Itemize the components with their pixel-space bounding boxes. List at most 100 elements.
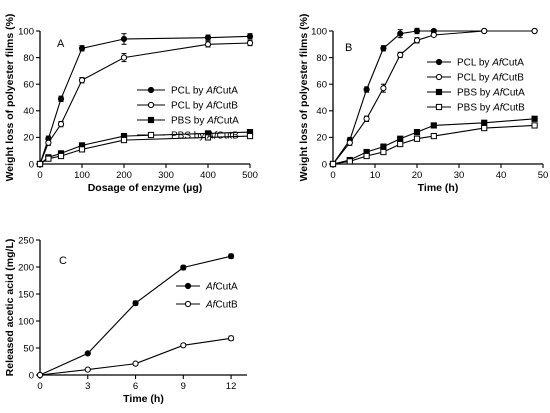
y-tick-label: 100 — [18, 316, 34, 327]
data-point — [246, 132, 254, 140]
data-point — [413, 128, 421, 136]
legend-marker — [435, 103, 443, 111]
data-point — [363, 86, 370, 93]
data-point — [78, 45, 86, 52]
series-4 — [329, 122, 538, 168]
data-point — [45, 139, 52, 146]
x-tick-label: 6 — [133, 381, 138, 392]
legend-label: PCL by AfCutA — [171, 86, 238, 97]
series-2 — [36, 335, 235, 379]
legend-marker — [147, 86, 155, 94]
data-point — [227, 335, 235, 342]
y-axis-title: Weight loss of polyester films (%) — [4, 14, 16, 182]
data-point — [36, 371, 44, 379]
legend-label: AfCutB — [205, 300, 238, 311]
data-point — [397, 140, 404, 148]
x-tick-label: 300 — [158, 170, 174, 181]
series-line — [39, 255, 232, 376]
y-tick-label: 80 — [23, 53, 34, 64]
x-tick-label: 50 — [538, 170, 549, 181]
y-tick-label: 50 — [23, 343, 34, 354]
panel-label: C — [59, 255, 67, 267]
data-point — [363, 152, 370, 160]
x-tick-label: 0 — [37, 381, 42, 392]
data-point — [397, 51, 404, 59]
data-point — [363, 115, 370, 122]
y-tick-label: 0 — [29, 159, 34, 170]
panel-b: 0 10 20 30 40 50 0 20 40 60 80 100 Time (h) Weight lo… — [298, 14, 548, 194]
data-point — [346, 158, 353, 165]
legend-entry: PBS by AfCutA — [427, 88, 525, 99]
x-tick-label: 200 — [116, 170, 132, 181]
data-point — [57, 95, 65, 102]
legend-marker — [184, 300, 192, 308]
data-point — [246, 39, 254, 47]
series-line — [332, 124, 535, 165]
legend-entry: AfCutB — [176, 300, 238, 311]
data-point — [346, 139, 353, 146]
x-axis-title: Time (h) — [418, 182, 459, 194]
y-tick-label: 60 — [316, 80, 327, 91]
legend-entry: PCL by AfCutA — [137, 86, 238, 97]
legend-label: AfCutA — [205, 282, 238, 293]
series-line — [39, 337, 232, 376]
legend-entry: PCL by AfCutA — [427, 58, 524, 69]
data-point — [36, 160, 44, 168]
legend-marker — [184, 282, 192, 290]
data-point — [430, 132, 437, 140]
x-tick-label: 100 — [74, 170, 90, 181]
data-point — [430, 122, 437, 129]
data-point — [84, 366, 91, 373]
y-tick-label: 100 — [311, 26, 327, 37]
legend-marker — [147, 116, 155, 124]
data-point — [78, 146, 86, 153]
data-point — [120, 35, 128, 43]
y-tick-label: 250 — [18, 235, 34, 246]
data-point — [481, 119, 488, 126]
legend-marker — [435, 88, 443, 96]
data-point — [120, 136, 128, 144]
data-point — [413, 135, 421, 142]
y-tick-label: 40 — [23, 106, 34, 117]
y-tick-label: 100 — [18, 26, 34, 37]
x-tick-label: 0 — [37, 170, 42, 181]
data-point — [204, 134, 212, 141]
legend-label: PBS by AfCutB — [457, 103, 525, 114]
legend-entry: AfCutA — [176, 282, 238, 293]
legend-label: PBS by AfCutA — [171, 116, 239, 127]
x-tick-label: 12 — [226, 381, 237, 392]
x-tick-label: 20 — [412, 170, 423, 181]
x-axis-title: Time (h) — [123, 393, 164, 405]
data-point — [413, 37, 421, 44]
data-point — [380, 148, 387, 156]
panel-label: B — [345, 42, 352, 54]
data-point — [413, 27, 421, 35]
data-point — [132, 360, 139, 367]
legend-label: PBS by AfCutB — [171, 131, 239, 142]
data-point — [227, 253, 235, 260]
legend-label: PBS by AfCutA — [457, 88, 525, 99]
x-tick-label: 0 — [330, 170, 335, 181]
data-point — [180, 264, 187, 271]
data-point — [45, 155, 52, 162]
data-point — [78, 77, 86, 84]
legend-marker — [435, 73, 443, 81]
data-point — [481, 124, 488, 132]
y-tick-label: 0 — [29, 370, 34, 381]
y-tick-label: 20 — [316, 133, 327, 144]
data-point — [57, 121, 65, 128]
y-tick-label: 80 — [316, 53, 327, 64]
data-point — [531, 115, 538, 122]
data-point — [84, 350, 91, 357]
data-point — [132, 300, 139, 307]
data-point — [430, 31, 437, 39]
legend-label: PCL by AfCutB — [171, 101, 238, 112]
legend-entry: PBS by AfCutB — [137, 131, 239, 142]
legend-entry: PCL by AfCutB — [427, 73, 524, 84]
y-tick-label: 150 — [18, 289, 34, 300]
data-point — [380, 85, 387, 92]
data-point — [204, 41, 212, 48]
series-4 — [36, 132, 254, 168]
data-point — [397, 30, 404, 37]
